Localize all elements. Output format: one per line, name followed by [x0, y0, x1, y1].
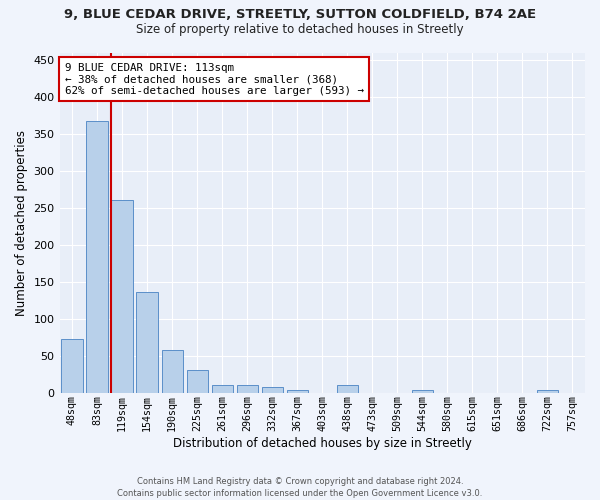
Bar	[161, 350, 183, 393]
Bar	[212, 386, 233, 392]
Bar	[412, 390, 433, 392]
Bar	[262, 387, 283, 392]
Text: 9, BLUE CEDAR DRIVE, STREETLY, SUTTON COLDFIELD, B74 2AE: 9, BLUE CEDAR DRIVE, STREETLY, SUTTON CO…	[64, 8, 536, 20]
Bar	[337, 386, 358, 392]
Bar	[136, 292, 158, 392]
Bar	[61, 340, 83, 392]
Text: Contains HM Land Registry data © Crown copyright and database right 2024.
Contai: Contains HM Land Registry data © Crown c…	[118, 476, 482, 498]
Bar	[112, 200, 133, 392]
Text: 9 BLUE CEDAR DRIVE: 113sqm
← 38% of detached houses are smaller (368)
62% of sem: 9 BLUE CEDAR DRIVE: 113sqm ← 38% of deta…	[65, 62, 364, 96]
Bar	[86, 120, 108, 392]
Bar	[187, 370, 208, 392]
Bar	[236, 386, 258, 392]
X-axis label: Distribution of detached houses by size in Streetly: Distribution of detached houses by size …	[173, 437, 472, 450]
Text: Size of property relative to detached houses in Streetly: Size of property relative to detached ho…	[136, 22, 464, 36]
Y-axis label: Number of detached properties: Number of detached properties	[15, 130, 28, 316]
Bar	[537, 390, 558, 392]
Bar	[287, 390, 308, 392]
